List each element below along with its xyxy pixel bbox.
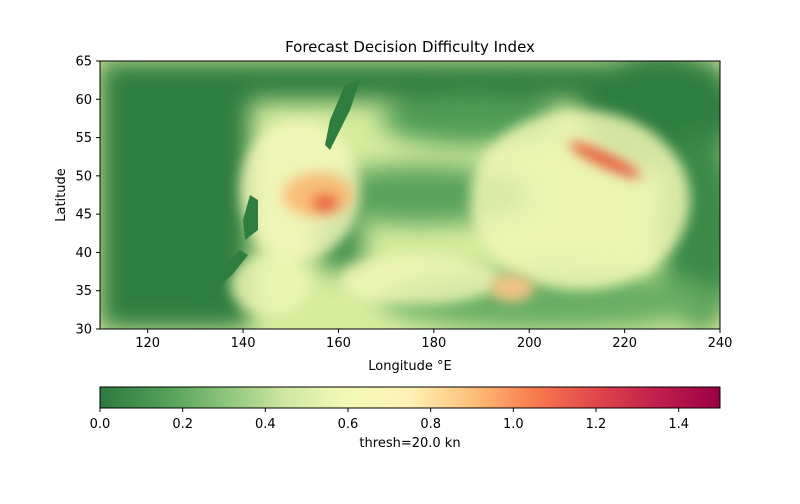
colorbar-tick-label: 1.2 (586, 417, 607, 432)
x-tick-label: 120 (135, 336, 160, 351)
y-tick-label: 30 (75, 323, 92, 338)
y-tick-label: 55 (75, 131, 92, 146)
x-tick-label: 220 (612, 336, 637, 351)
colorbar-tick-label: 0.6 (338, 417, 359, 432)
x-tick-label: 240 (708, 336, 733, 351)
x-axis-label: Longitude °E (368, 359, 452, 374)
colorbar-tick-label: 1.4 (668, 417, 689, 432)
colorbar (99, 386, 721, 409)
y-axis: 30 35 40 45 50 55 60 65 (75, 55, 100, 338)
colorbar-tick-label: 1.0 (503, 417, 524, 432)
x-tick-label: 160 (326, 336, 351, 351)
heatmap-field (100, 61, 720, 329)
y-axis-label: Latitude (54, 168, 69, 222)
y-tick-label: 60 (75, 93, 92, 108)
plot-frame (99, 60, 721, 330)
colorbar-tick-label: 0.8 (420, 417, 441, 432)
y-tick-label: 65 (75, 55, 92, 70)
x-tick-label: 180 (421, 336, 446, 351)
colorbar-tick-label: 0.0 (90, 417, 111, 432)
x-tick-label: 200 (517, 336, 542, 351)
y-tick-label: 40 (75, 246, 92, 261)
colorbar-label: thresh=20.0 kn (359, 436, 460, 451)
chart-title: Forecast Decision Difficulty Index (285, 38, 535, 56)
y-tick-label: 35 (75, 284, 92, 299)
y-tick-label: 50 (75, 169, 92, 184)
colorbar-tick-label: 0.4 (255, 417, 276, 432)
colorbar-tick-label: 0.2 (172, 417, 193, 432)
x-axis: 120 140 160 180 200 220 240 (135, 329, 732, 351)
colorbar-ticks: 0.0 0.2 0.4 0.6 0.8 1.0 1.2 1.4 (90, 408, 689, 432)
x-tick-label: 140 (231, 336, 256, 351)
y-tick-label: 45 (75, 208, 92, 223)
